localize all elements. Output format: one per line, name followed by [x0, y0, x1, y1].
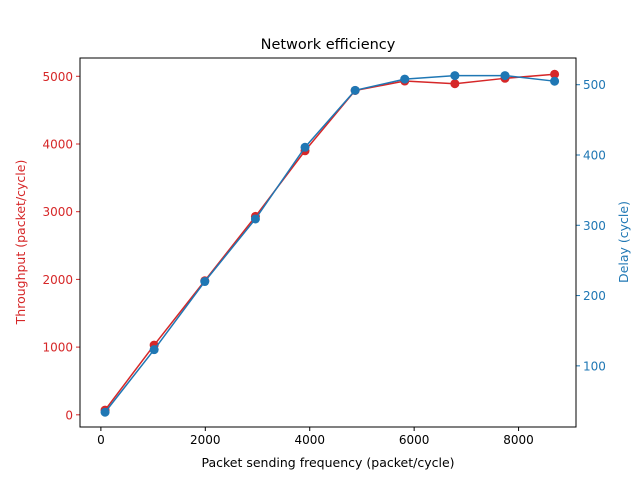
left-tick-label: 0 [65, 408, 73, 422]
series-right-point [350, 85, 360, 95]
right-axis-label: Delay (cycle) [616, 201, 631, 283]
x-tick-label: 4000 [294, 433, 325, 447]
series-right-point [500, 71, 510, 81]
plot-frame [79, 57, 577, 428]
series-right-point [100, 407, 110, 417]
series-left-point [550, 69, 560, 79]
series-right-point [300, 142, 310, 152]
series-layer [100, 69, 560, 417]
right-axis-ticks: 100 200 300 400 500 [576, 78, 606, 373]
left-tick-label: 2000 [42, 273, 73, 287]
series-right-point [550, 76, 560, 86]
x-tick-label: 6000 [399, 433, 430, 447]
right-tick-label: 400 [583, 148, 606, 162]
series-right-point [250, 214, 260, 224]
x-axis-ticks: 0 2000 4000 6000 8000 [97, 427, 534, 447]
series-left-point [450, 79, 460, 89]
series-right-point [149, 345, 159, 355]
series-right-point [200, 277, 210, 287]
left-axis-label: Throughput (packet/cycle) [13, 160, 28, 326]
right-tick-label: 300 [583, 219, 606, 233]
right-tick-label: 500 [583, 78, 606, 92]
left-tick-label: 3000 [42, 205, 73, 219]
series-right-point [450, 71, 460, 81]
left-axis-ticks: 0 1000 2000 3000 4000 5000 [42, 70, 80, 422]
series-right-line [104, 74, 555, 413]
x-axis-label: Packet sending frequency (packet/cycle) [201, 455, 454, 470]
left-tick-label: 5000 [42, 70, 73, 84]
right-tick-label: 200 [583, 289, 606, 303]
x-tick-label: 2000 [190, 433, 221, 447]
series-left-line [104, 73, 555, 411]
x-tick-label: 8000 [503, 433, 534, 447]
chart-title: Network efficiency [261, 37, 396, 53]
series-right-point [400, 74, 410, 84]
right-tick-label: 100 [583, 359, 606, 373]
left-tick-label: 4000 [42, 137, 73, 151]
x-tick-label: 0 [97, 433, 105, 447]
left-tick-label: 1000 [42, 341, 73, 355]
